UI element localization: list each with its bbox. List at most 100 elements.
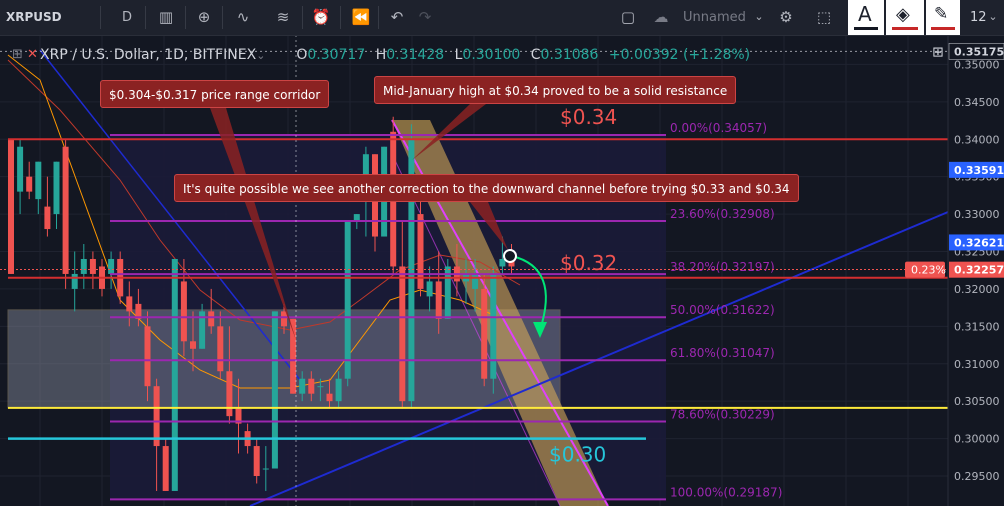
low-value: 0.30100	[462, 47, 521, 63]
text-color-swatch	[854, 27, 878, 30]
projection-start-point	[503, 249, 517, 263]
callout-corridor[interactable]: $0.304-$0.317 price range corridor	[100, 80, 330, 108]
candle-body	[35, 161, 42, 200]
candle-body	[299, 378, 306, 394]
price-axis-marker: 0.32621	[954, 236, 1004, 249]
change-value: +0.00392 (+1.28%)	[608, 47, 751, 63]
symbol-legend: ⊞ ✕ XRP / U.S. Dollar, 1D, BITFINEX⌄ O0.…	[12, 47, 751, 63]
candle-body	[290, 318, 297, 394]
price-axis-tick: 0.34500	[954, 96, 1000, 109]
symbol-search-button[interactable]: XRPUSD	[6, 10, 62, 24]
layout-name[interactable]: Unnamed	[683, 10, 746, 25]
line-color-button[interactable]: ✎	[926, 0, 960, 35]
price-axis-marker: 0.35175	[954, 45, 1004, 58]
collapse-icon[interactable]: ⊞	[12, 47, 23, 62]
close-icon[interactable]: ✕	[27, 47, 38, 62]
callout-resistance[interactable]: Mid-January high at $0.34 proved to be a…	[374, 76, 737, 104]
interval-button[interactable]: D	[122, 10, 133, 25]
toolbar-divider	[340, 6, 341, 29]
replay-icon[interactable]: ⏪	[351, 8, 371, 26]
moving-average-red	[7, 59, 521, 331]
candle-body	[180, 281, 187, 342]
close-value: 0.31086	[540, 47, 599, 63]
close-label: C	[530, 47, 541, 63]
text-color-button[interactable]: A	[848, 0, 884, 35]
moving-average-orange	[7, 54, 501, 389]
price-axis-marker-bg	[949, 261, 1004, 278]
alert-icon[interactable]: ⏰	[311, 8, 331, 26]
trend-line-down	[39, 49, 301, 381]
crosshair-plus-icon: ⊞	[932, 44, 944, 60]
fib-level-label: 78.60%(0.30229)	[670, 407, 775, 421]
indicators-icon[interactable]: ∿	[236, 8, 250, 26]
candle-body	[253, 446, 260, 476]
price-axis-marker: 0.32257	[954, 264, 1004, 277]
select-tool-icon[interactable]: ⬚	[816, 8, 832, 26]
candle-body	[190, 341, 196, 349]
fullscreen-icon[interactable]: ▢	[620, 8, 636, 26]
candle-body	[281, 311, 287, 327]
candle-body	[26, 176, 33, 192]
change-percent-badge: 0.23%	[911, 264, 946, 277]
price-axis-tick: 0.32000	[954, 283, 1000, 296]
candle-body	[8, 139, 14, 274]
candle-body	[171, 258, 178, 491]
candle-body	[353, 214, 360, 222]
price-axis-marker: 0.33591	[954, 164, 1004, 177]
templates-icon[interactable]: ≋	[276, 8, 290, 26]
candle-body	[481, 288, 488, 379]
candle-body	[89, 258, 96, 274]
price-axis-tick: 0.30000	[954, 433, 1000, 446]
candle-body	[17, 146, 24, 192]
candle-body	[162, 446, 169, 491]
add-indicator-icon[interactable]: ⊕	[197, 8, 211, 26]
price-axis-tick: 0.35000	[954, 58, 1000, 71]
fib-level-label: 100.00%(0.29187)	[670, 485, 782, 499]
settings-gear-icon[interactable]: ⚙	[779, 8, 793, 26]
candle-body	[44, 206, 51, 230]
candle-body	[208, 311, 215, 327]
open-label: O	[296, 47, 308, 63]
redo-icon[interactable]: ↷	[418, 8, 432, 26]
candle-body	[53, 161, 60, 215]
candle-body	[490, 273, 497, 379]
price-axis-tick: 0.31500	[954, 320, 1000, 333]
chevron-down-icon[interactable]: ⌄	[754, 10, 764, 23]
price-text-label: $0.32	[560, 251, 617, 275]
candle-body	[144, 326, 151, 387]
callout-correction[interactable]: It's quite possible we see another corre…	[174, 174, 799, 202]
callout-pointer-corridor	[210, 108, 296, 340]
toolbar-divider	[185, 6, 186, 29]
candle-body	[417, 214, 424, 289]
fib-level-label: 23.60%(0.32908)	[670, 207, 775, 221]
price-axis-tick: 0.34000	[954, 133, 1000, 146]
cloud-icon: ☁	[653, 8, 669, 26]
price-axis-tick: 0.33000	[954, 208, 1000, 221]
candle-body	[444, 266, 451, 319]
candle-body	[108, 258, 115, 274]
toolbar-divider	[302, 6, 303, 29]
candle-body	[153, 386, 160, 447]
price-axis-marker-bg	[949, 234, 1004, 251]
toolbar-divider	[100, 6, 101, 29]
candle-body	[435, 281, 442, 319]
candle-body	[426, 281, 433, 297]
fib-level-label: 50.00%(0.31622)	[670, 303, 775, 317]
open-value: 0.30717	[307, 47, 366, 63]
undo-icon[interactable]: ↶	[390, 8, 404, 26]
candle-body	[317, 386, 324, 388]
font-size-select[interactable]: 12	[970, 10, 987, 25]
fib-level-label: 61.80%(0.31047)	[670, 346, 775, 360]
candle-body	[62, 146, 69, 274]
candle-body	[199, 311, 206, 349]
price-axis-tick: 0.30500	[954, 395, 1000, 408]
candles-icon[interactable]: ▥	[158, 8, 174, 26]
text-color-icon: A	[858, 2, 872, 26]
price-axis-marker-bg	[948, 43, 1004, 60]
candle-body	[135, 303, 142, 319]
candle-body	[235, 408, 242, 424]
chevron-down-icon[interactable]: ⌄	[256, 49, 266, 62]
fill-color-button[interactable]: ◈	[886, 0, 924, 35]
price-axis-tick: 0.29500	[954, 470, 1000, 483]
font-size-chevron-icon[interactable]: ⌄	[988, 10, 998, 23]
